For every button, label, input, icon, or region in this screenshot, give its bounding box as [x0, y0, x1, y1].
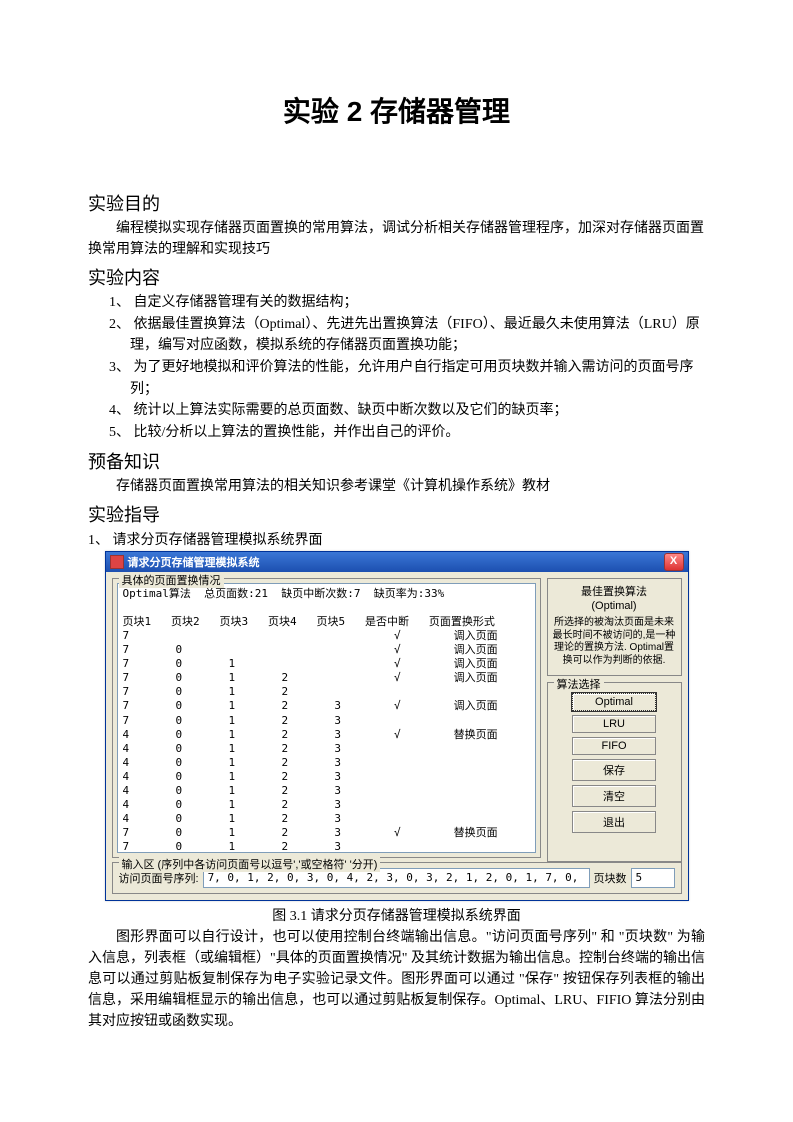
section-content-head: 实验内容	[88, 264, 705, 290]
algo-desc: 所选择的被淘汰页面是未来最长时间不被访问的,是一种理论的置换方法. Optima…	[552, 617, 677, 667]
after-para: 图形界面可以自行设计，也可以使用控制台终端输出信息。"访问页面号序列" 和 "页…	[88, 927, 705, 1032]
guide-item-1: 1、 请求分页存储器管理模拟系统界面	[88, 529, 705, 549]
clear-button[interactable]: 清空	[572, 785, 656, 807]
result-groupbox: 具体的页面置换情况 Optimal算法 总页面数:21 缺页中断次数:7 缺页率…	[112, 578, 541, 858]
figure-caption: 图 3.1 请求分页存储器管理模拟系统界面	[88, 905, 705, 925]
content-item-1: 1、 自定义存储器管理有关的数据结构；	[109, 292, 705, 314]
seq-label: 访问页面号序列:	[119, 870, 199, 886]
window-title: 请求分页存储管理模拟系统	[128, 554, 664, 570]
content-item-3: 3、 为了更好地模拟和评价算法的性能，允许用户自行指定可用页块数并输入需访问的页…	[109, 357, 705, 400]
close-button[interactable]: X	[664, 553, 684, 571]
algo-name-1: 最佳置换算法	[552, 585, 677, 599]
purpose-body: 编程模拟实现存储器页面置换的常用算法，调试分析相关存储器管理程序，加深对存储器页…	[88, 218, 705, 260]
optimal-button[interactable]: Optimal	[572, 693, 656, 711]
algorithm-select-label: 算法选择	[554, 676, 604, 692]
algorithm-info-box: 最佳置换算法 (Optimal) 所选择的被淘汰页面是未来最长时间不被访问的,是…	[547, 578, 682, 677]
blocks-input[interactable]	[631, 868, 675, 888]
content-item-4: 4、 统计以上算法实际需要的总页面数、缺页中断次数以及它们的缺页率；	[109, 400, 705, 422]
titlebar[interactable]: 请求分页存储管理模拟系统 X	[106, 552, 688, 572]
content-item-2: 2、 依据最佳置换算法（Optimal）、先进先出置换算法（FIFO）、最近最久…	[109, 314, 705, 357]
app-icon	[110, 555, 124, 569]
content-list: 1、 自定义存储器管理有关的数据结构； 2、 依据最佳置换算法（Optimal）…	[88, 292, 705, 444]
section-purpose-head: 实验目的	[88, 190, 705, 216]
app-window: 请求分页存储管理模拟系统 X 具体的页面置换情况 Optimal算法 总页面数:…	[105, 551, 689, 901]
lru-button[interactable]: LRU	[572, 715, 656, 733]
algo-name-2: (Optimal)	[552, 599, 677, 613]
content-item-5: 5、 比较/分析以上算法的置换性能，并作出自己的评价。	[109, 422, 705, 444]
input-group-label: 输入区 (序列中各访问页面号以逗号','或空格符' '分开)	[119, 856, 381, 872]
doc-title: 实验 2 存储器管理	[88, 90, 705, 130]
save-button[interactable]: 保存	[572, 759, 656, 781]
blocks-label: 页块数	[594, 870, 627, 886]
exit-button[interactable]: 退出	[572, 811, 656, 833]
result-group-label: 具体的页面置换情况	[119, 572, 224, 588]
section-prep-head: 预备知识	[88, 448, 705, 474]
prep-body: 存储器页面置换常用算法的相关知识参考课堂《计算机操作系统》教材	[88, 476, 705, 497]
fifo-button[interactable]: FIFO	[572, 737, 656, 755]
input-groupbox: 输入区 (序列中各访问页面号以逗号','或空格符' '分开) 访问页面号序列: …	[112, 862, 682, 894]
section-guide-head: 实验指导	[88, 501, 705, 527]
algorithm-select-box: 算法选择 Optimal LRU FIFO 保存 清空 退出	[547, 682, 682, 861]
result-listbox[interactable]: Optimal算法 总页面数:21 缺页中断次数:7 缺页率为:33% 页块1 …	[117, 583, 536, 853]
